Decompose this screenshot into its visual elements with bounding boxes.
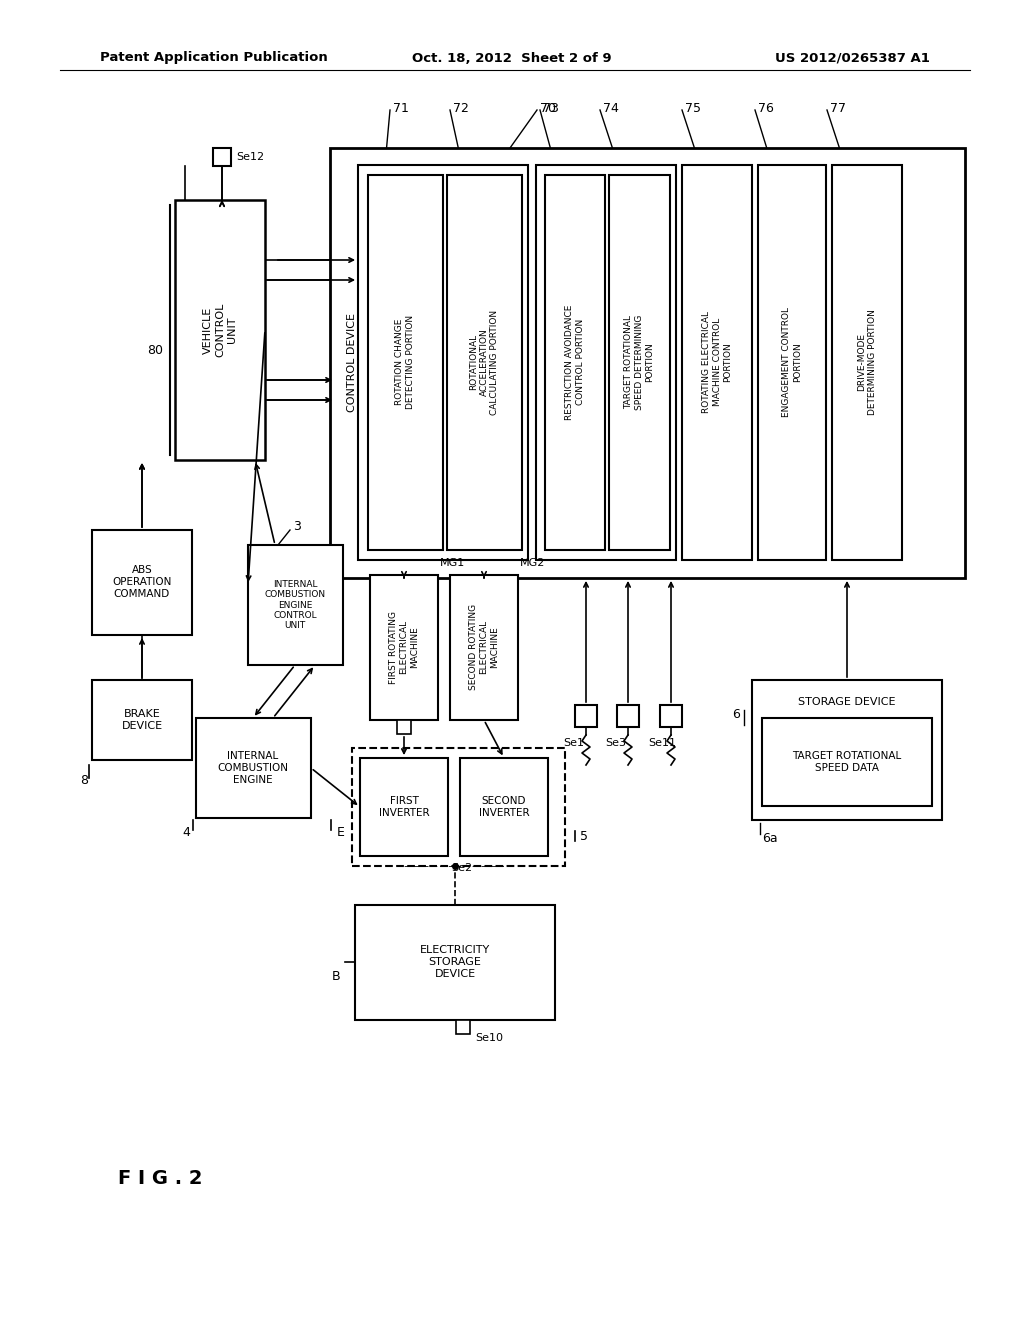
Text: 74: 74: [603, 102, 618, 115]
Text: CONTROL DEVICE: CONTROL DEVICE: [347, 314, 357, 412]
Text: VEHICLE
CONTROL
UNIT: VEHICLE CONTROL UNIT: [204, 302, 237, 358]
Text: DRIVE-MODE
DETERMINING PORTION: DRIVE-MODE DETERMINING PORTION: [857, 309, 877, 414]
Bar: [370, 576, 438, 719]
Text: 6a: 6a: [762, 832, 777, 845]
Text: TARGET ROTATIONAL
SPEED DETERMINING
PORTION: TARGET ROTATIONAL SPEED DETERMINING PORT…: [624, 314, 654, 409]
Text: Patent Application Publication: Patent Application Publication: [100, 51, 328, 65]
Text: 73: 73: [543, 102, 559, 115]
Text: 75: 75: [685, 102, 701, 115]
Text: 6: 6: [732, 709, 740, 722]
Text: 3: 3: [293, 520, 301, 533]
Text: 71: 71: [393, 102, 409, 115]
Text: SECOND
INVERTER: SECOND INVERTER: [478, 796, 529, 818]
Text: Oct. 18, 2012  Sheet 2 of 9: Oct. 18, 2012 Sheet 2 of 9: [413, 51, 611, 65]
Bar: [447, 176, 522, 550]
Text: ROTATIONAL
ACCELERATION
CALCULATING PORTION: ROTATIONAL ACCELERATION CALCULATING PORT…: [469, 309, 499, 414]
Bar: [831, 165, 902, 560]
Text: BRAKE
DEVICE: BRAKE DEVICE: [122, 709, 163, 731]
Bar: [575, 705, 597, 727]
Text: F I G . 2: F I G . 2: [118, 1168, 203, 1188]
Bar: [460, 758, 548, 855]
Bar: [175, 201, 265, 459]
Text: RESTRICTION AVOIDANCE
CONTROL PORTION: RESTRICTION AVOIDANCE CONTROL PORTION: [565, 305, 585, 420]
Bar: [758, 165, 826, 560]
Text: ELECTRICITY
STORAGE
DEVICE: ELECTRICITY STORAGE DEVICE: [420, 945, 490, 978]
Text: 76: 76: [758, 102, 774, 115]
Text: INTERNAL
COMBUSTION
ENGINE: INTERNAL COMBUSTION ENGINE: [217, 751, 289, 784]
Bar: [762, 718, 932, 807]
Bar: [752, 680, 942, 820]
Bar: [92, 680, 193, 760]
Text: 72: 72: [453, 102, 469, 115]
Text: US 2012/0265387 A1: US 2012/0265387 A1: [775, 51, 930, 65]
Bar: [213, 148, 231, 166]
Text: 80: 80: [147, 343, 163, 356]
Text: SECOND ROTATING
ELECTRICAL
MACHINE: SECOND ROTATING ELECTRICAL MACHINE: [469, 605, 499, 690]
Bar: [330, 148, 965, 578]
Bar: [248, 545, 343, 665]
Text: STORAGE DEVICE: STORAGE DEVICE: [799, 697, 896, 708]
Bar: [450, 576, 518, 719]
Text: 5: 5: [580, 829, 588, 842]
Text: MG1: MG1: [440, 558, 465, 568]
Text: ENGAGEMENT CONTROL
PORTION: ENGAGEMENT CONTROL PORTION: [782, 308, 802, 417]
Text: Se10: Se10: [475, 1034, 503, 1043]
Text: E: E: [337, 826, 345, 840]
Bar: [456, 1020, 470, 1034]
Bar: [609, 176, 670, 550]
Bar: [360, 758, 449, 855]
Bar: [355, 906, 555, 1020]
Bar: [682, 165, 752, 560]
Text: 70: 70: [540, 102, 556, 115]
Text: INTERNAL
COMBUSTION
ENGINE
CONTROL
UNIT: INTERNAL COMBUSTION ENGINE CONTROL UNIT: [264, 579, 326, 630]
Bar: [397, 719, 411, 734]
Bar: [92, 531, 193, 635]
Text: Se11: Se11: [648, 738, 676, 748]
Bar: [352, 748, 565, 866]
Text: ABS
OPERATION
COMMAND: ABS OPERATION COMMAND: [113, 565, 172, 598]
Bar: [358, 165, 528, 560]
Text: FIRST ROTATING
ELECTRICAL
MACHINE: FIRST ROTATING ELECTRICAL MACHINE: [389, 610, 419, 684]
Bar: [617, 705, 639, 727]
Text: ROTATION CHANGE
DETECTING PORTION: ROTATION CHANGE DETECTING PORTION: [395, 315, 415, 409]
Text: ROTATING ELECTRICAL
MACHINE CONTROL
PORTION: ROTATING ELECTRICAL MACHINE CONTROL PORT…: [702, 312, 732, 413]
Text: 8: 8: [80, 774, 88, 787]
Text: TARGET ROTATIONAL
SPEED DATA: TARGET ROTATIONAL SPEED DATA: [793, 751, 901, 772]
Text: 77: 77: [830, 102, 846, 115]
Text: Se12: Se12: [236, 152, 264, 162]
Text: Se3: Se3: [605, 738, 626, 748]
Bar: [196, 718, 311, 818]
Text: Se1: Se1: [563, 738, 584, 748]
Text: 4: 4: [182, 826, 189, 840]
Bar: [545, 176, 605, 550]
Bar: [536, 165, 676, 560]
Text: MG2: MG2: [520, 558, 546, 568]
Bar: [660, 705, 682, 727]
Text: Se2: Se2: [451, 863, 472, 873]
Bar: [368, 176, 443, 550]
Text: FIRST
INVERTER: FIRST INVERTER: [379, 796, 429, 818]
Text: B: B: [332, 970, 340, 983]
